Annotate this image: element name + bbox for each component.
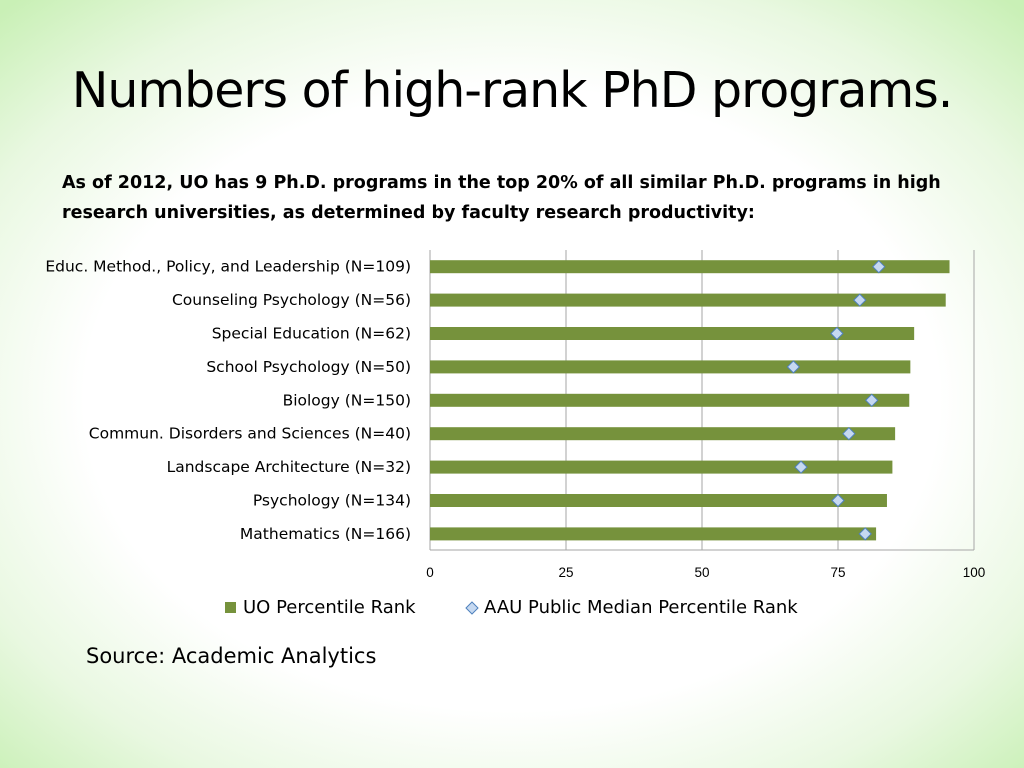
- uo-percentile-bar: [430, 293, 946, 307]
- aau-median-marker: [830, 326, 844, 341]
- slide-title: Numbers of high-rank PhD programs.: [71, 62, 954, 119]
- x-tick-label: 50: [694, 565, 709, 580]
- category-label: Landscape Architecture (N=32): [167, 458, 411, 476]
- uo-percentile-bar: [430, 327, 915, 340]
- uo-percentile-bar: [430, 460, 893, 474]
- aau-median-marker: [786, 360, 801, 374]
- aau-median-marker: [831, 493, 845, 508]
- percentile-rank-chart: Educ. Method., Policy, and Leadership (N…: [45, 250, 986, 618]
- slide-subtitle: As of 2012, UO has 9 Ph.D. programs in t…: [62, 173, 941, 223]
- x-tick-label: 25: [558, 565, 573, 580]
- uo-percentile-bar: [430, 393, 910, 407]
- legend-label-uo: UO Percentile Rank: [243, 597, 416, 618]
- category-label: Mathematics (N=166): [240, 525, 411, 543]
- uo-percentile-bar: [430, 427, 896, 441]
- x-tick-label: 100: [963, 565, 986, 580]
- legend-bar-swatch: [225, 602, 236, 613]
- aau-median-marker: [853, 293, 867, 307]
- x-tick-label: 0: [426, 565, 434, 580]
- x-tick-label: 75: [830, 565, 845, 580]
- aau-median-marker: [872, 259, 886, 274]
- uo-percentile-bar: [430, 527, 877, 541]
- aau-median-marker: [794, 460, 808, 474]
- legend-marker-swatch: [465, 601, 479, 615]
- category-label: Biology (N=150): [283, 391, 411, 409]
- category-label: School Psychology (N=50): [206, 358, 411, 376]
- category-label: Psychology (N=134): [253, 492, 411, 510]
- source-note: Source: Academic Analytics: [86, 644, 377, 668]
- uo-percentile-bar: [430, 260, 950, 274]
- category-label: Educ. Method., Policy, and Leadership (N…: [45, 258, 411, 276]
- category-label: Special Education (N=62): [212, 325, 411, 343]
- aau-median-marker: [865, 393, 879, 408]
- uo-percentile-bar: [430, 360, 911, 374]
- legend-label-aau: AAU Public Median Percentile Rank: [484, 597, 798, 618]
- category-label: Counseling Psychology (N=56): [172, 291, 411, 309]
- aau-median-marker: [842, 426, 856, 441]
- uo-percentile-bar: [430, 494, 887, 507]
- category-label: Commun. Disorders and Sciences (N=40): [89, 425, 411, 443]
- aau-median-marker: [858, 527, 872, 541]
